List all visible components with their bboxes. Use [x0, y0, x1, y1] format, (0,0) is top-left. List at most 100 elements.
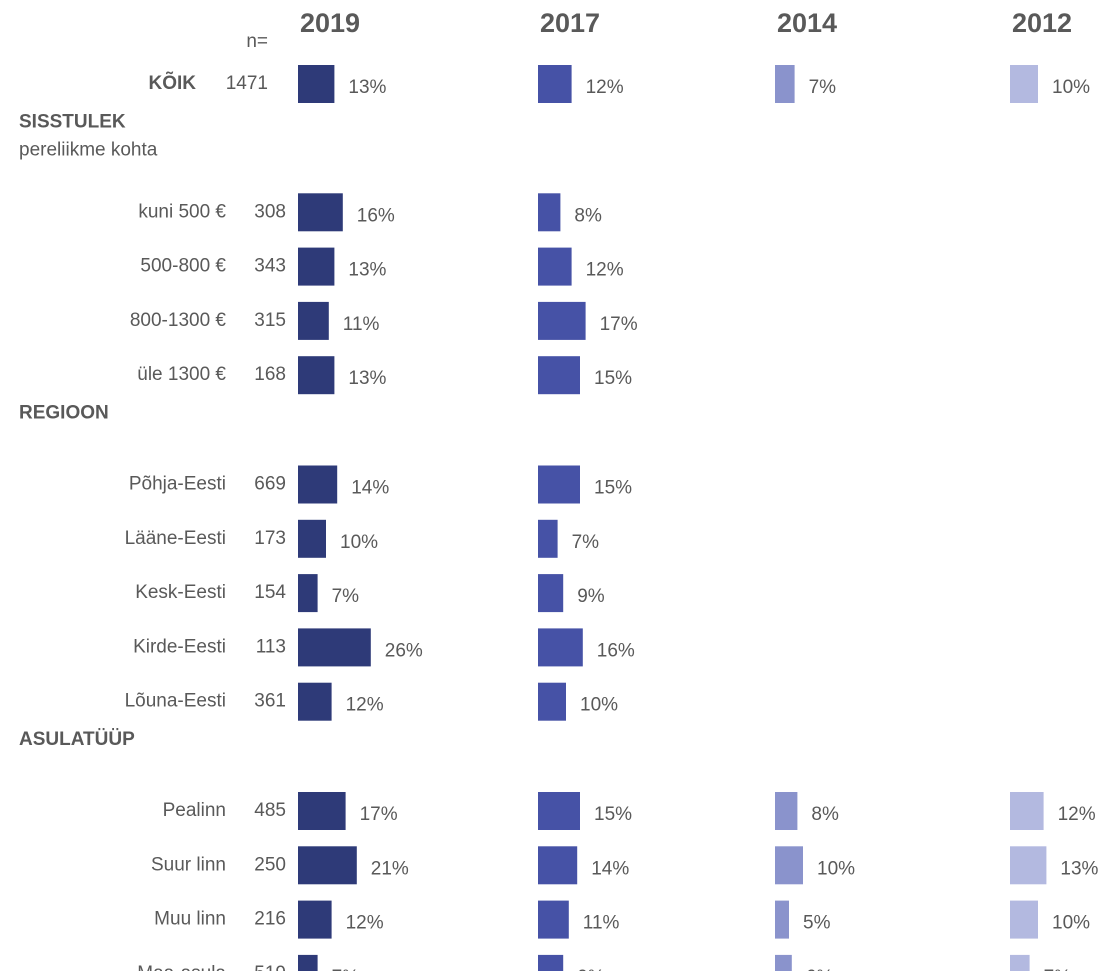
value-label: 16%	[597, 640, 635, 661]
bar	[298, 954, 318, 971]
value-label: 17%	[600, 314, 638, 335]
bar	[538, 682, 566, 721]
value-label: 8%	[574, 205, 602, 226]
group-title: REGIOON	[19, 403, 109, 424]
value-label: 7%	[332, 586, 360, 607]
n-value: 113	[256, 636, 286, 657]
value-label: 7%	[572, 532, 600, 553]
value-label: 12%	[346, 695, 384, 716]
group-title: ASULATÜÜP	[19, 729, 135, 750]
value-label: 7%	[809, 77, 837, 98]
bar	[298, 193, 343, 232]
bar	[298, 792, 346, 830]
value-label: 10%	[340, 532, 378, 553]
value-label: 13%	[348, 260, 386, 281]
bar	[775, 846, 803, 885]
n-value: 168	[254, 364, 286, 385]
bar	[298, 65, 335, 103]
category-label: 800-1300 €	[130, 310, 227, 331]
bar	[538, 465, 580, 504]
category-label: Lääne-Eesti	[125, 528, 226, 549]
bar	[1010, 792, 1044, 830]
bar	[298, 247, 335, 286]
bar	[298, 356, 335, 395]
n-value: 1471	[226, 73, 268, 94]
bar	[1010, 846, 1047, 885]
column-header: 2019	[300, 8, 360, 38]
value-label: 17%	[360, 804, 398, 825]
value-label: 9%	[577, 967, 605, 971]
bar	[298, 465, 338, 504]
value-label: 6%	[806, 967, 834, 971]
value-label: 12%	[346, 913, 384, 934]
n-value: 173	[254, 528, 286, 549]
column-header: 2017	[540, 8, 600, 38]
bar	[775, 900, 789, 939]
bar	[775, 65, 795, 103]
category-label: Suur linn	[151, 854, 226, 875]
bar	[538, 900, 569, 939]
category-label: Maa-asula	[137, 963, 226, 971]
n-value: 216	[254, 909, 286, 930]
bar	[298, 628, 371, 667]
bar	[1010, 65, 1038, 103]
value-label: 14%	[591, 858, 629, 879]
bar	[538, 574, 564, 613]
value-label: 16%	[357, 205, 395, 226]
n-value: 250	[254, 854, 286, 875]
bar	[298, 574, 318, 613]
bar	[298, 900, 332, 939]
group-title: SISSTULEK	[19, 111, 126, 132]
category-label: Kirde-Eesti	[133, 636, 226, 657]
group-subtitle: pereliikme kohta	[19, 139, 158, 160]
value-label: 15%	[594, 368, 632, 389]
bar	[538, 193, 561, 232]
n-value: 485	[254, 800, 286, 821]
value-label: 10%	[817, 858, 855, 879]
n-value: 308	[254, 201, 286, 222]
value-label: 8%	[811, 804, 839, 825]
bar	[775, 954, 792, 971]
value-label: 15%	[594, 804, 632, 825]
value-label: 12%	[1058, 804, 1096, 825]
bar	[538, 628, 583, 667]
category-label: Põhja-Eesti	[129, 474, 226, 495]
value-label: 14%	[351, 478, 389, 499]
category-label: kuni 500 €	[138, 201, 226, 222]
category-label: Kesk-Eesti	[135, 582, 226, 603]
value-label: 12%	[586, 77, 624, 98]
value-label: 11%	[343, 314, 380, 335]
category-label: üle 1300 €	[137, 364, 226, 385]
value-label: 7%	[1044, 967, 1072, 971]
value-label: 15%	[594, 478, 632, 499]
bar	[298, 519, 326, 558]
bar	[538, 846, 578, 885]
n-label: n=	[246, 31, 268, 52]
category-label: Muu linn	[154, 909, 226, 930]
bar	[1010, 954, 1030, 971]
value-label: 26%	[385, 640, 423, 661]
value-label: 7%	[332, 967, 360, 971]
bar	[538, 247, 572, 286]
category-label: Pealinn	[163, 800, 226, 821]
bar	[1010, 900, 1038, 939]
n-value: 669	[254, 474, 286, 495]
bar	[538, 954, 564, 971]
bar	[298, 846, 357, 885]
value-label: 10%	[1052, 77, 1090, 98]
n-value: 315	[254, 310, 286, 331]
n-value: 343	[254, 256, 286, 277]
value-label: 21%	[371, 858, 409, 879]
value-label: 13%	[1060, 858, 1098, 879]
bar	[775, 792, 798, 830]
bar	[538, 356, 580, 395]
value-label: 9%	[577, 586, 605, 607]
column-header: 2014	[777, 8, 837, 38]
value-label: 11%	[583, 913, 620, 934]
column-header: 2012	[1012, 8, 1072, 38]
n-value: 361	[254, 691, 286, 712]
bar	[538, 301, 586, 340]
n-value: 154	[254, 582, 286, 603]
value-label: 13%	[348, 77, 386, 98]
